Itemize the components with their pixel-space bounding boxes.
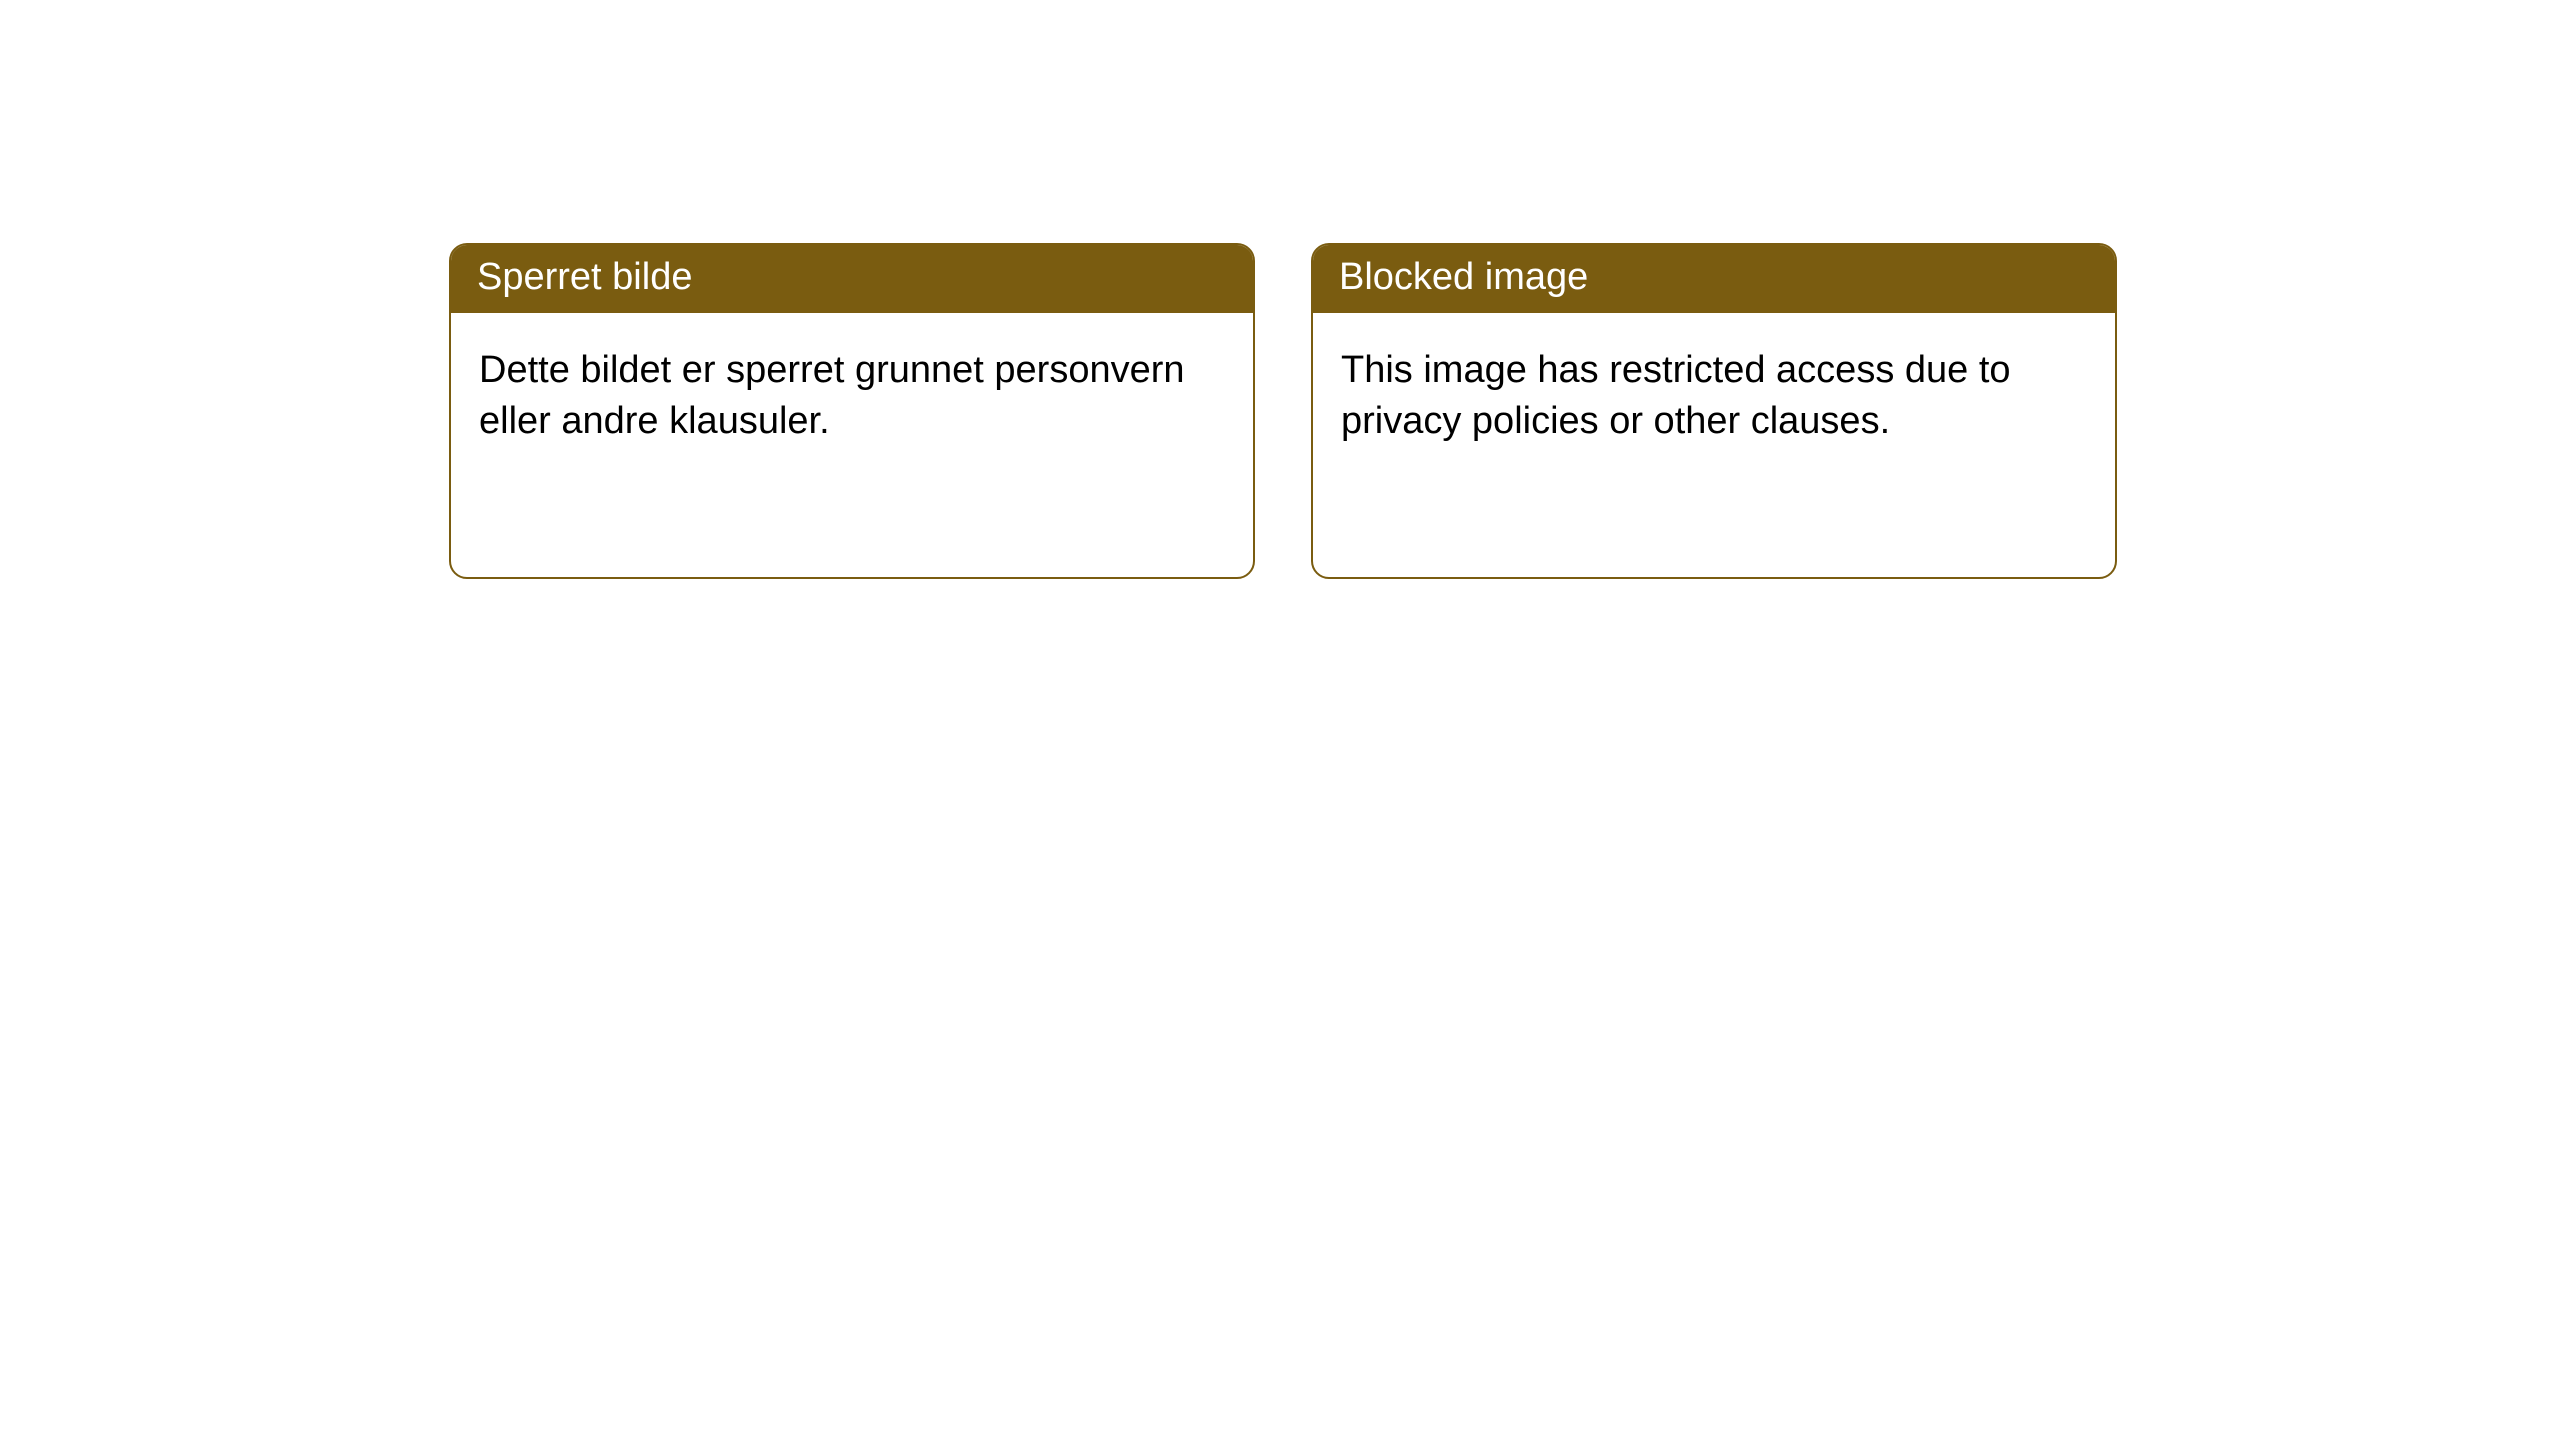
card-body-text: Dette bildet er sperret grunnet personve… [479, 349, 1185, 442]
card-header: Sperret bilde [451, 245, 1253, 313]
card-body-text: This image has restricted access due to … [1341, 349, 2011, 442]
notice-card-english: Blocked image This image has restricted … [1311, 243, 2117, 579]
notice-cards-container: Sperret bilde Dette bildet er sperret gr… [0, 0, 2560, 579]
card-body: This image has restricted access due to … [1313, 313, 2115, 480]
card-header: Blocked image [1313, 245, 2115, 313]
notice-card-norwegian: Sperret bilde Dette bildet er sperret gr… [449, 243, 1255, 579]
card-title: Blocked image [1339, 256, 1588, 298]
card-title: Sperret bilde [477, 256, 692, 298]
card-body: Dette bildet er sperret grunnet personve… [451, 313, 1253, 480]
